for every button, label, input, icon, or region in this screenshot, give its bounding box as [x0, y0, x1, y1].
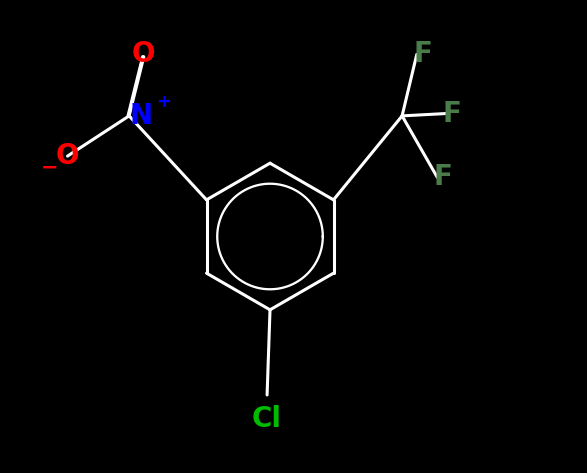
- Text: +: +: [156, 93, 171, 111]
- Text: Cl: Cl: [252, 404, 282, 433]
- Text: N: N: [129, 102, 152, 130]
- Text: O: O: [132, 40, 156, 69]
- Text: −: −: [41, 158, 59, 178]
- Text: F: F: [443, 99, 461, 128]
- Text: O: O: [56, 142, 79, 170]
- Text: F: F: [434, 163, 453, 192]
- Text: F: F: [413, 40, 432, 69]
